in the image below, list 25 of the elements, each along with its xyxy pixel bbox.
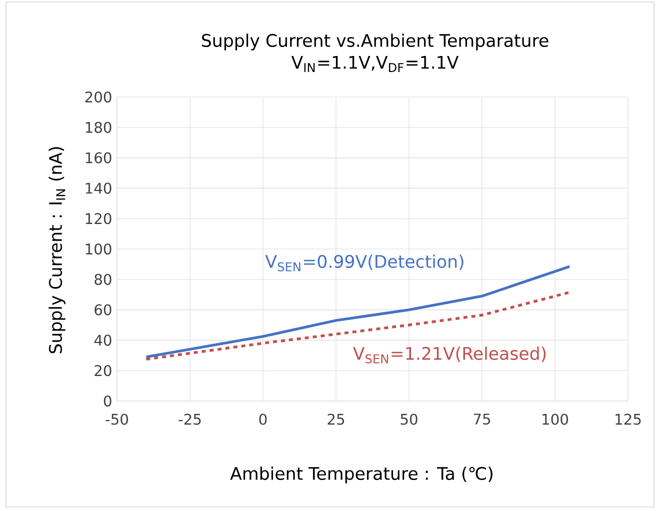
y-tick-label: 120 bbox=[86, 213, 112, 224]
y-axis-title: Supply Current : I$_{IN}$ (nA) bbox=[48, 147, 66, 354]
y-tick-label: 160 bbox=[86, 152, 112, 164]
y-tick-label: 100 bbox=[86, 243, 112, 255]
y-tick-label: 140 bbox=[86, 182, 112, 194]
y-tick-label: 200 bbox=[85, 91, 112, 103]
chart-title: Supply Current vs.Ambient Temparature bbox=[202, 34, 548, 50]
chart-subtitle: V$_{IN}$=1.1V,V$_{DF}$=1.1V bbox=[291, 56, 459, 72]
y-tick-label: 180 bbox=[86, 122, 112, 133]
series-label: V$_{SEN}$=1.21V(Released) bbox=[353, 346, 546, 364]
x-tick-label: 50 bbox=[400, 414, 418, 425]
y-tick-label: 0 bbox=[104, 395, 112, 407]
x-tick-label: 100 bbox=[542, 414, 568, 425]
x-tick-label: -25 bbox=[178, 414, 201, 425]
x-axis-title: Ambient Temperature : Ta (℃) bbox=[230, 466, 492, 484]
x-tick-label: 25 bbox=[328, 414, 344, 425]
y-tick-label: 40 bbox=[94, 334, 112, 346]
series-label: V$_{SEN}$=0.99V(Detection) bbox=[265, 254, 464, 272]
y-tick-label: 80 bbox=[94, 274, 112, 285]
x-tick-label: -50 bbox=[106, 414, 128, 425]
x-tick-label: 125 bbox=[616, 414, 641, 425]
y-tick-label: 60 bbox=[94, 304, 112, 316]
x-tick-label: 75 bbox=[474, 414, 490, 425]
y-tick-label: 20 bbox=[94, 365, 112, 376]
x-tick-label: 0 bbox=[259, 414, 267, 425]
